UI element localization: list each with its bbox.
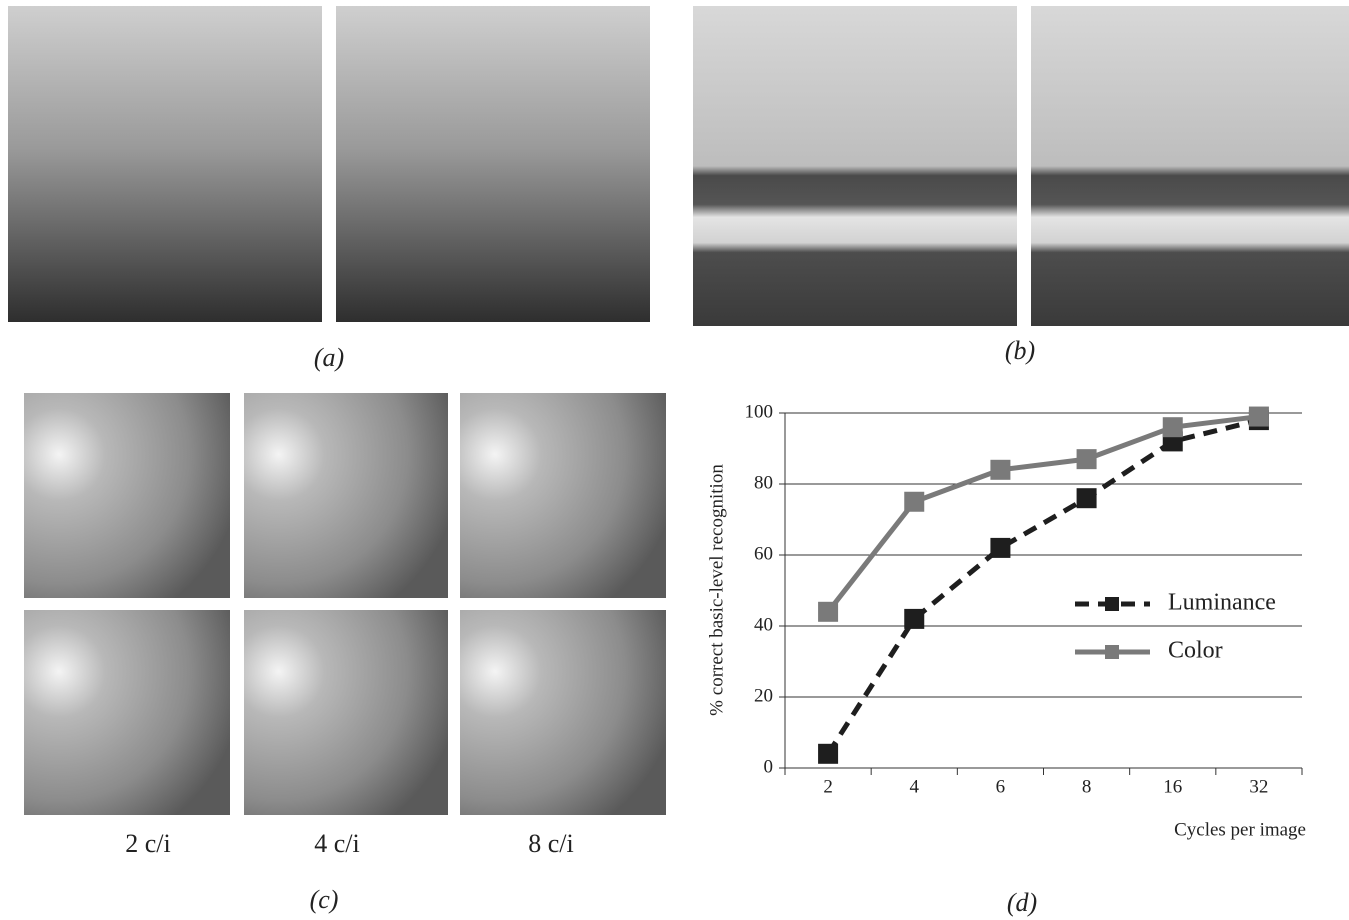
marker bbox=[990, 459, 1011, 480]
y-tick-label: 20 bbox=[754, 685, 773, 706]
blurred-photo bbox=[460, 393, 666, 598]
series-line bbox=[825, 417, 1260, 756]
x-axis-title: Cycles per image bbox=[1174, 819, 1306, 840]
photos bbox=[8, 6, 1349, 815]
panel-label: (b) bbox=[1005, 336, 1035, 365]
x-tick-label: 32 bbox=[1249, 776, 1268, 797]
blur-label: 4 c/i bbox=[314, 829, 360, 858]
photo bbox=[1031, 6, 1349, 326]
legend-label: Color bbox=[1168, 638, 1223, 664]
series-line bbox=[826, 414, 1260, 614]
panel-label: (d) bbox=[1007, 888, 1037, 917]
y-axis-title: % correct basic-level recognition bbox=[706, 464, 727, 716]
blur-label: 2 c/i bbox=[125, 829, 171, 858]
marker bbox=[904, 608, 925, 629]
marker bbox=[818, 743, 839, 764]
y-tick-label: 80 bbox=[754, 472, 773, 493]
marker bbox=[1076, 488, 1097, 509]
blurred-photo bbox=[24, 393, 230, 598]
blurred-photo bbox=[24, 610, 230, 815]
blurred-photo bbox=[244, 393, 448, 598]
photo bbox=[693, 6, 1017, 326]
y-tick-label: 60 bbox=[754, 543, 773, 564]
marker bbox=[1076, 449, 1097, 470]
marker bbox=[990, 537, 1011, 558]
y-tick-label: 100 bbox=[745, 401, 774, 422]
photo bbox=[336, 6, 650, 322]
y-tick-label: 40 bbox=[754, 614, 773, 635]
x-tick-label: 6 bbox=[996, 776, 1006, 797]
marker bbox=[1162, 417, 1183, 438]
marker bbox=[904, 491, 925, 512]
photo bbox=[8, 6, 322, 322]
x-tick-label: 16 bbox=[1163, 776, 1182, 797]
panel-label: (a) bbox=[314, 343, 344, 372]
legend-label: Luminance bbox=[1168, 590, 1276, 616]
blur-label: 8 c/i bbox=[528, 829, 574, 858]
marker bbox=[818, 601, 839, 622]
blurred-photo bbox=[460, 610, 666, 815]
x-tick-label: 8 bbox=[1082, 776, 1092, 797]
legend-marker bbox=[1105, 645, 1119, 659]
panel-label: (c) bbox=[310, 885, 339, 914]
x-tick-label: 2 bbox=[823, 776, 833, 797]
marker bbox=[1248, 406, 1269, 427]
y-tick-label: 0 bbox=[764, 756, 774, 777]
blurred-photo bbox=[244, 610, 448, 815]
x-tick-label: 4 bbox=[910, 776, 920, 797]
legend-marker bbox=[1105, 597, 1119, 611]
